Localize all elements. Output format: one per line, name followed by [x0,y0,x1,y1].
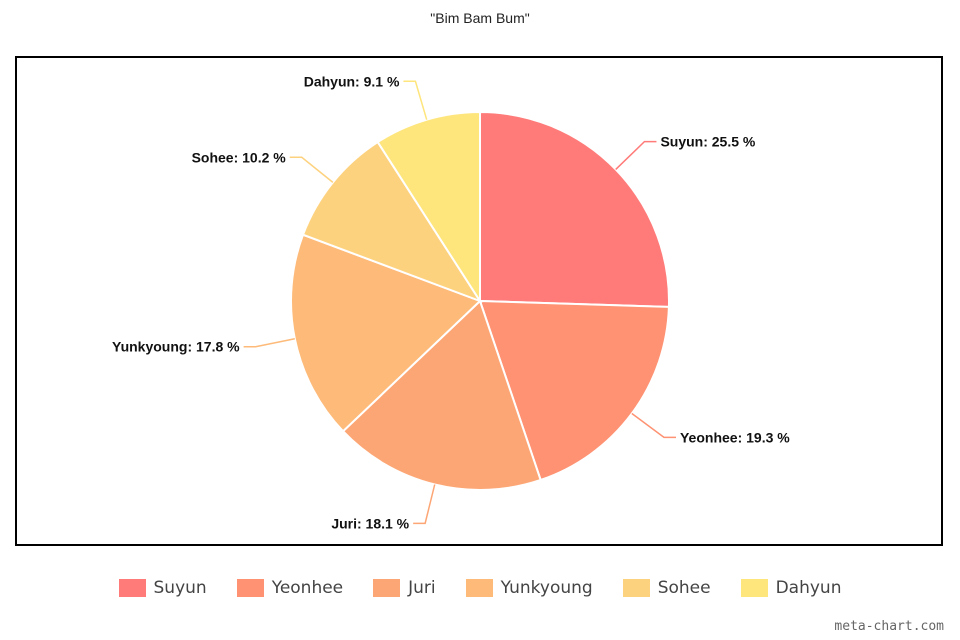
slice-labels: Suyun: 25.5 % Yeonhee: 19.3 % Juri: 18.1 %… [112,73,790,531]
leader-line-yunkyoung [243,338,295,348]
watermark: meta-chart.com [834,619,944,634]
legend-swatch [622,579,650,597]
legend-item-sohee: Sohee [622,578,711,598]
legend-item-suyun: Suyun [118,578,207,598]
legend-label: Sohee [657,578,711,598]
pie-slice-yeonhee [478,299,670,482]
slice-label-dahyun: Dahyun: 9.1 % [304,73,400,89]
legend-swatch [740,579,768,597]
pie-slices [290,110,670,491]
legend-item-yunkyoung: Yunkyoung [465,578,593,598]
legend-swatch [236,579,264,597]
pie-slice-suyun [479,110,670,308]
slice-label-sohee: Sohee: 10.2 % [192,149,287,165]
leader-lines [243,80,676,525]
legend-swatch [465,579,493,597]
pie-slice-sohee [301,140,483,303]
legend-item-yeonhee: Yeonhee [236,578,344,598]
legend-swatch [373,579,401,597]
legend-label: Dahyun [775,578,842,598]
leader-line-suyun [615,140,657,171]
leader-line-juri [413,484,436,525]
legend-label: Juri [408,578,436,598]
legend-item-juri: Juri [373,578,436,598]
slice-label-suyun: Suyun: 25.5 % [660,134,755,150]
plot-frame [15,56,943,546]
slice-label-juri: Juri: 18.1 % [331,515,409,531]
chart-title: "Bim Bam Bum" [430,10,530,26]
leader-line-yeonhee [631,412,676,439]
pie-slice-juri [341,299,542,491]
leader-line-sohee [289,156,334,183]
legend-label: Suyun [153,578,207,598]
legend: Suyun Yeonhee Juri Yunkyoung Sohee Dahyun [0,578,960,598]
legend-label: Yunkyoung [500,578,593,598]
leader-line-dahyun [403,80,428,120]
legend-swatch [118,579,146,597]
slice-label-yunkyoung: Yunkyoung: 17.8 % [112,339,240,355]
legend-item-dahyun: Dahyun [740,578,842,598]
slice-label-yeonhee: Yeonhee: 19.3 % [680,429,790,445]
legend-label: Yeonhee [271,578,344,598]
